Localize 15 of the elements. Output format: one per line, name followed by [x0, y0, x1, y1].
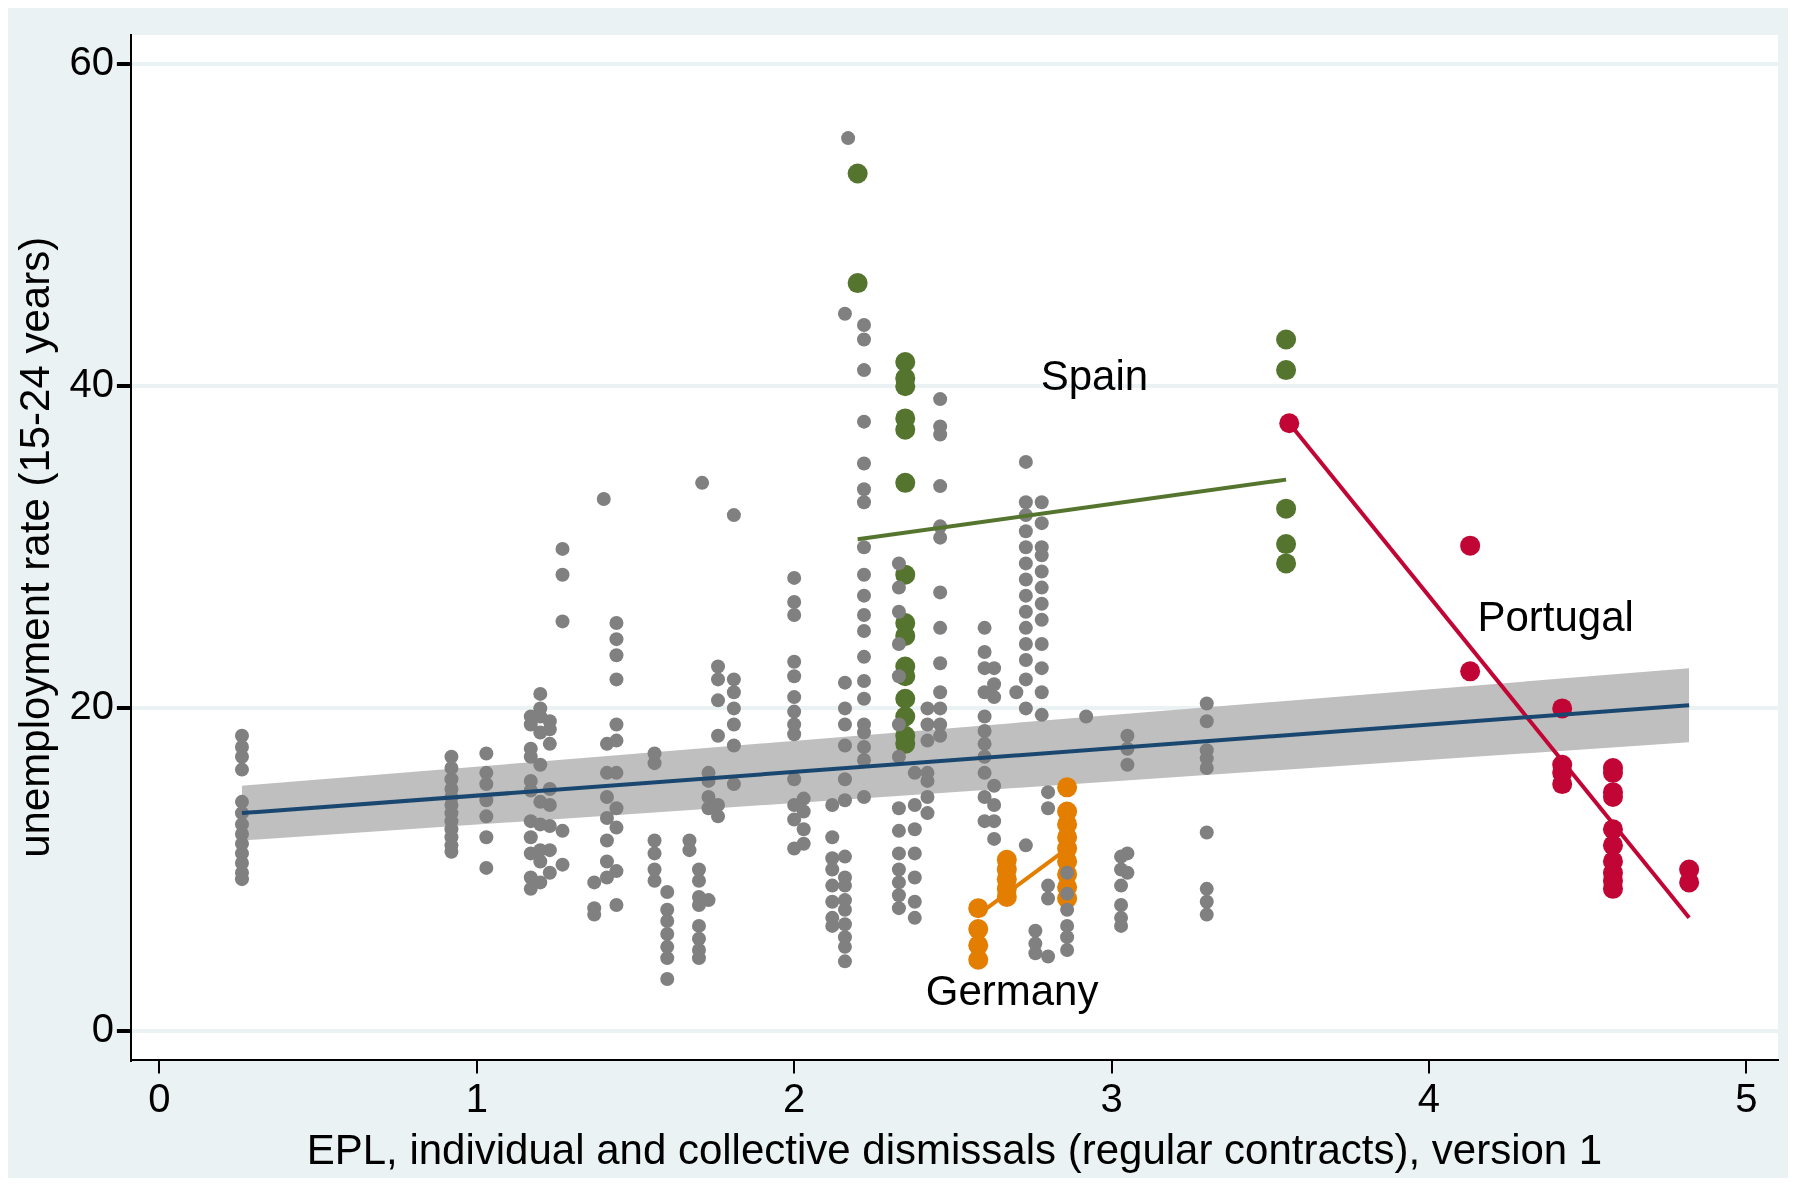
annotation: Portugal [1477, 592, 1634, 640]
x-tick-label: 0 [148, 1075, 171, 1120]
y-tick-label: 0 [91, 1005, 114, 1050]
x-tick-label: 3 [1100, 1075, 1123, 1120]
x-axis-title: EPL, individual and collective dismissals (regular contracts), version 1 [306, 1126, 1603, 1174]
x-tick-label: 1 [465, 1075, 488, 1120]
x-tick-label: 5 [1735, 1075, 1758, 1120]
y-axis-title: unemployment rate (15-24 years) [10, 236, 58, 858]
y-tick-label: 20 [69, 683, 114, 728]
x-tick-label: 4 [1417, 1075, 1441, 1120]
y-tick-label: 60 [69, 39, 114, 84]
annotation: Germany [925, 966, 1099, 1014]
x-tick-label: 2 [783, 1075, 806, 1120]
y-tick-label: 40 [69, 361, 114, 406]
annotation: Spain [1040, 351, 1149, 399]
